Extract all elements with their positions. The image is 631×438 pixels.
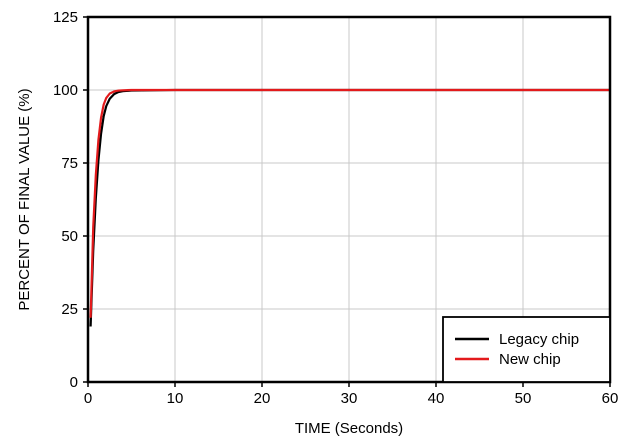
x-tick-label: 20	[254, 390, 271, 407]
x-tick-label: 0	[84, 390, 92, 407]
y-tick-label: 25	[61, 301, 78, 318]
y-tick-label: 75	[61, 155, 78, 172]
legend-label: Legacy chip	[499, 331, 579, 348]
ticks: 0 10 20 30 40 50 60 0 25 50 75 100 125	[53, 9, 618, 407]
y-tick-label: 100	[53, 82, 78, 99]
y-axis-title: PERCENT OF FINAL VALUE (%)	[16, 88, 33, 310]
x-tick-label: 10	[167, 390, 184, 407]
y-tick-label: 125	[53, 9, 78, 26]
y-tick-label: 50	[61, 228, 78, 245]
series-line-1	[89, 88, 610, 318]
legend-label: New chip	[499, 351, 561, 368]
legend-box	[442, 316, 611, 383]
legend: Legacy chip New chip	[442, 316, 611, 383]
series-layer	[89, 88, 610, 327]
x-tick-label: 30	[341, 390, 358, 407]
x-tick-label: 60	[602, 390, 619, 407]
series-line-0	[89, 88, 610, 327]
x-tick-label: 50	[515, 390, 532, 407]
x-axis-title: TIME (Seconds)	[295, 420, 403, 437]
x-tick-label: 40	[428, 390, 445, 407]
y-tick-label: 0	[70, 374, 78, 391]
